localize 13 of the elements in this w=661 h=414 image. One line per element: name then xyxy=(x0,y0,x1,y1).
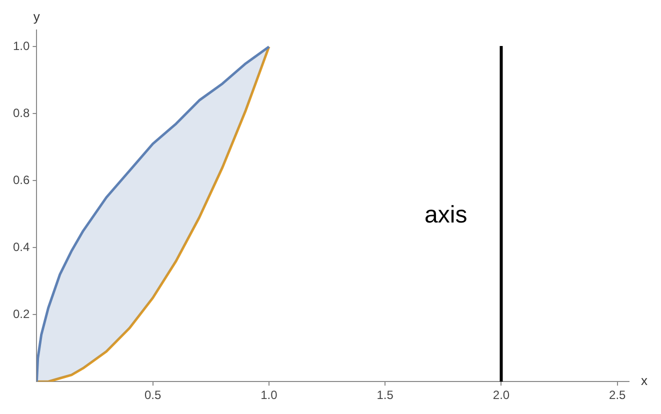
x-tick-label: 1.0 xyxy=(260,388,278,402)
x-axis-title: x xyxy=(641,373,648,388)
y-tick-label: 1.0 xyxy=(12,39,30,54)
x-tick-label: 1.5 xyxy=(376,388,394,402)
ref-line-label: axis xyxy=(424,201,468,228)
y-tick-label: 0.6 xyxy=(12,173,30,187)
x-tick-label: 2.5 xyxy=(609,388,626,402)
y-tick-label: 0.4 xyxy=(12,240,30,254)
y-axis-title: y xyxy=(33,9,40,24)
x-tick-label: 0.5 xyxy=(144,388,162,402)
y-tick-label: 0.8 xyxy=(12,106,30,120)
y-tick-label: 0.2 xyxy=(12,306,30,321)
x-tick-label: 2.0 xyxy=(492,388,510,402)
